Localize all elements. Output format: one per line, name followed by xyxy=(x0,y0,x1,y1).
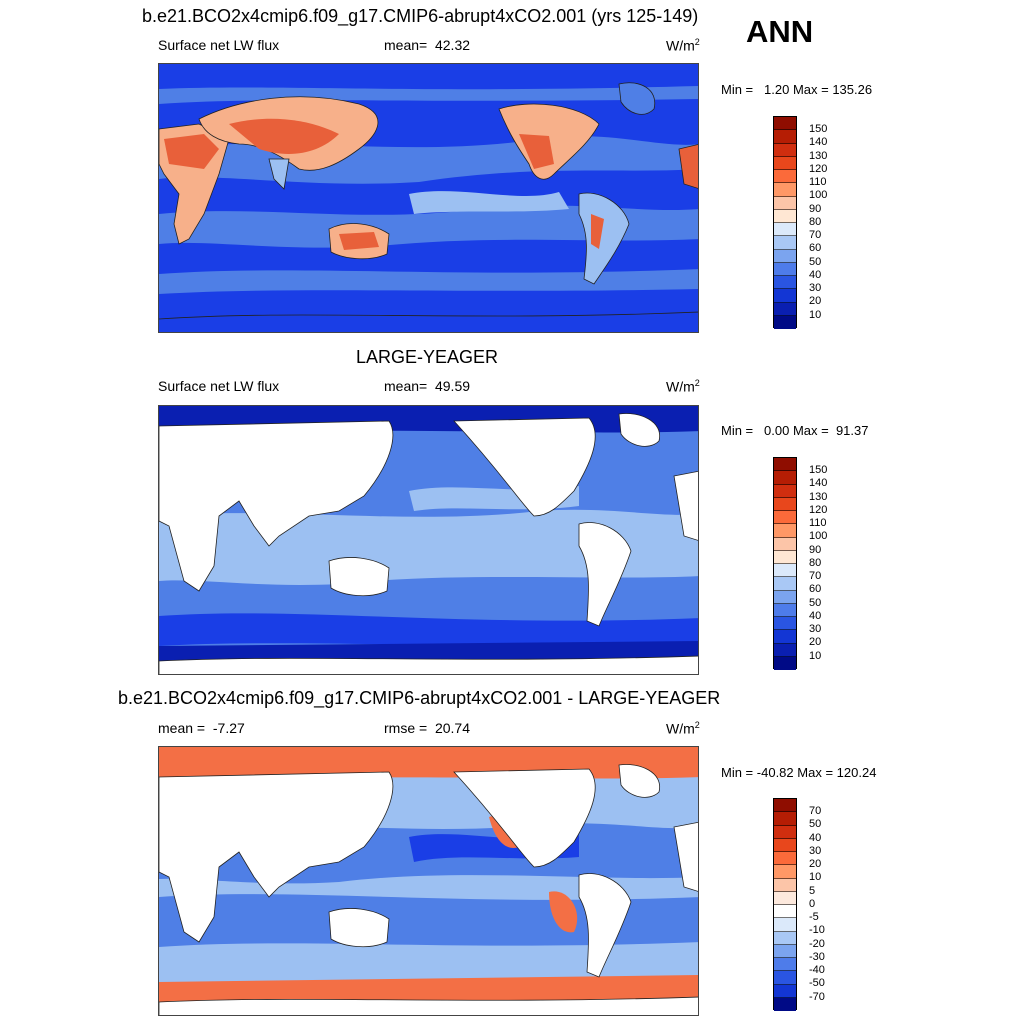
panel-3-max-value: 120.24 xyxy=(836,765,877,780)
panel-2-variable: Surface net LW flux xyxy=(158,378,280,394)
panel-2-mean-value: 49.59 xyxy=(434,378,471,394)
panel-1-title: b.e21.BCO2x4cmip6.f09_g17.CMIP6-abrupt4x… xyxy=(142,6,699,26)
panel-3-rmse: rmse = 20.74 xyxy=(384,720,470,736)
panel-3-tick: -20 xyxy=(809,938,825,950)
panel-2-tick: 90 xyxy=(809,544,822,556)
panel-2-tick: 80 xyxy=(809,557,822,569)
panel-2-max-label: Max = xyxy=(792,423,829,438)
panel-1-tick: 150 xyxy=(809,123,828,135)
panel-3-min-label: Min = xyxy=(721,765,754,780)
panel-1-minmax: Min = 1.20 Max = 135.26 xyxy=(721,82,872,97)
panel-2-tick: 130 xyxy=(809,491,828,503)
panel-1-mean-label: mean= xyxy=(384,37,428,53)
panel-2-tick: 120 xyxy=(809,504,828,516)
panel-3-tick: 0 xyxy=(809,898,816,910)
panel-2-tick: 100 xyxy=(809,530,828,542)
panel-3-units-sup: 2 xyxy=(694,720,700,730)
panel-2-mean: mean= 49.59 xyxy=(384,378,470,394)
panel-1-tick: 80 xyxy=(809,216,822,228)
panel-2-min-label: Min = xyxy=(721,423,754,438)
panel-3-tick: -10 xyxy=(809,924,825,936)
panel-1-tick: 120 xyxy=(809,163,828,175)
panel-2-units: W/m2 xyxy=(666,378,700,395)
panel-1-tick: 60 xyxy=(809,242,822,254)
panel-1-min-label: Min = xyxy=(721,82,754,97)
panel-3-tick: -40 xyxy=(809,964,825,976)
season-label: ANN xyxy=(746,14,814,49)
panel-1-tick: 70 xyxy=(809,229,822,241)
panel-2-min-value: 0.00 xyxy=(764,423,790,438)
panel-3-tick: 20 xyxy=(809,858,822,870)
panel-1-mean-value: 42.32 xyxy=(434,37,471,53)
panel-2-tick: 60 xyxy=(809,583,822,595)
panel-1-colorbar xyxy=(773,116,797,329)
panel-2-tick: 30 xyxy=(809,623,822,635)
panel-3-minmax: Min = -40.82 Max = 120.24 xyxy=(721,765,876,780)
panel-3-rmse-value: 20.74 xyxy=(434,720,471,736)
panel-2-units-sup: 2 xyxy=(694,378,700,388)
panel-1-units-sup: 2 xyxy=(694,37,700,47)
panel-2-map xyxy=(158,405,699,675)
panel-2-tick: 140 xyxy=(809,477,828,489)
panel-2-tick: 50 xyxy=(809,597,822,609)
panel-2-units-text: W/m xyxy=(666,378,695,395)
panel-3-mean-value: -7.27 xyxy=(212,720,245,736)
panel-3-tick: 10 xyxy=(809,871,822,883)
panel-1-max-value: 135.26 xyxy=(832,82,873,97)
panel-3-tick: 40 xyxy=(809,832,822,844)
panel-1-tick: 20 xyxy=(809,295,822,307)
panel-1-variable: Surface net LW flux xyxy=(158,37,280,53)
panel-3-tick: 50 xyxy=(809,818,822,830)
panel-2-tick: 70 xyxy=(809,570,822,582)
panel-2-title: LARGE-YEAGER xyxy=(356,347,499,367)
panel-2-tick: 20 xyxy=(809,636,822,648)
panel-1-tick: 50 xyxy=(809,256,822,268)
panel-3-tick: -5 xyxy=(809,911,819,923)
panel-1-tick: 110 xyxy=(809,176,827,188)
panel-1-tick: 100 xyxy=(809,189,828,201)
panel-3-mean: mean = -7.27 xyxy=(158,720,245,736)
panel-3-tick: -70 xyxy=(809,991,825,1003)
panel-1-units-text: W/m xyxy=(666,37,695,54)
panel-3-colorbar xyxy=(773,798,797,1011)
panel-1-map xyxy=(158,63,699,333)
panel-3-mean-label: mean = xyxy=(158,720,206,736)
panel-3-max-label: Max = xyxy=(797,765,834,780)
panel-3-title: b.e21.BCO2x4cmip6.f09_g17.CMIP6-abrupt4x… xyxy=(118,688,721,708)
panel-3-units-text: W/m xyxy=(666,720,695,737)
panel-3-tick: 5 xyxy=(809,885,816,897)
panel-3-rmse-label: rmse = xyxy=(384,720,428,736)
panel-1-min-value: 1.20 xyxy=(764,82,790,97)
panel-2-tick: 10 xyxy=(809,650,822,662)
panel-2-max-value: 91.37 xyxy=(835,423,869,438)
panel-1-tick: 10 xyxy=(809,309,822,321)
panel-2-mean-label: mean= xyxy=(384,378,428,394)
panel-2-colorbar xyxy=(773,457,797,670)
panel-1-mean: mean= 42.32 xyxy=(384,37,470,53)
panel-1-tick: 40 xyxy=(809,269,822,281)
panel-3-tick: 30 xyxy=(809,845,822,857)
panel-1-tick: 90 xyxy=(809,203,822,215)
panel-1-tick: 140 xyxy=(809,136,828,148)
panel-2-minmax: Min = 0.00 Max = 91.37 xyxy=(721,423,868,438)
panel-2-tick: 150 xyxy=(809,464,828,476)
panel-3-tick: 70 xyxy=(809,805,822,817)
panel-3-min-value: -40.82 xyxy=(756,765,794,780)
panel-3-units: W/m2 xyxy=(666,720,700,737)
panel-2-tick: 110 xyxy=(809,517,827,529)
panel-3-map xyxy=(158,746,699,1016)
panel-1-tick: 130 xyxy=(809,150,828,162)
panel-3-tick: -30 xyxy=(809,951,825,963)
panel-1-tick: 30 xyxy=(809,282,822,294)
panel-2-tick: 40 xyxy=(809,610,822,622)
panel-1-max-label: Max = xyxy=(792,82,829,97)
panel-1-units: W/m2 xyxy=(666,37,700,54)
panel-3-tick: -50 xyxy=(809,977,825,989)
